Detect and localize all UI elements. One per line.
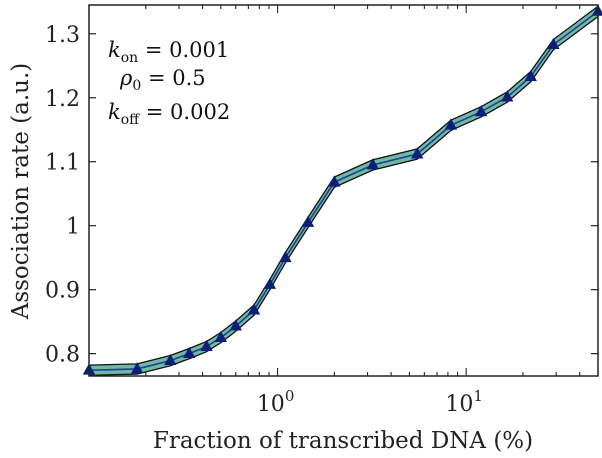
annotation-line: kon = 0.001 [108,38,229,66]
y-tick-label: 0.9 [45,279,80,304]
y-tick-label: 0.8 [45,343,80,368]
y-axis: 0.8 0.9 1 1.1 1.2 1.3 [45,23,598,368]
data-point [164,353,177,366]
data-point [200,339,213,351]
x-axis-label: Fraction of transcribed DNA (%) [153,428,533,454]
data-point [474,104,488,117]
data-point [328,175,341,187]
data-point [214,330,227,343]
x-tick-label: 100 [257,387,295,417]
data-point [183,346,196,359]
data-point [501,90,514,102]
data-point [524,69,537,82]
data-point [279,250,292,263]
data-point [130,362,144,374]
axes-frame [88,4,599,377]
x-axis: 100 101 [88,5,599,417]
x-tick-label: 101 [445,387,483,417]
data-point [263,277,277,289]
data-point [301,215,315,227]
y-tick-label: 1 [66,215,80,240]
annotation-line: ρ0 = 0.5 [119,66,206,94]
y-tick-label: 1.2 [45,87,80,112]
data-point [444,118,458,130]
y-tick-label: 1.1 [45,151,80,176]
data-point [229,319,242,331]
data-point [366,158,380,170]
y-tick-label: 1.3 [45,23,80,48]
annotation-line: koff = 0.002 [108,100,230,128]
data-point [247,303,261,315]
data-point [411,147,424,159]
y-axis-label: Association rate (a.u.) [8,63,34,321]
data-point [547,37,560,50]
